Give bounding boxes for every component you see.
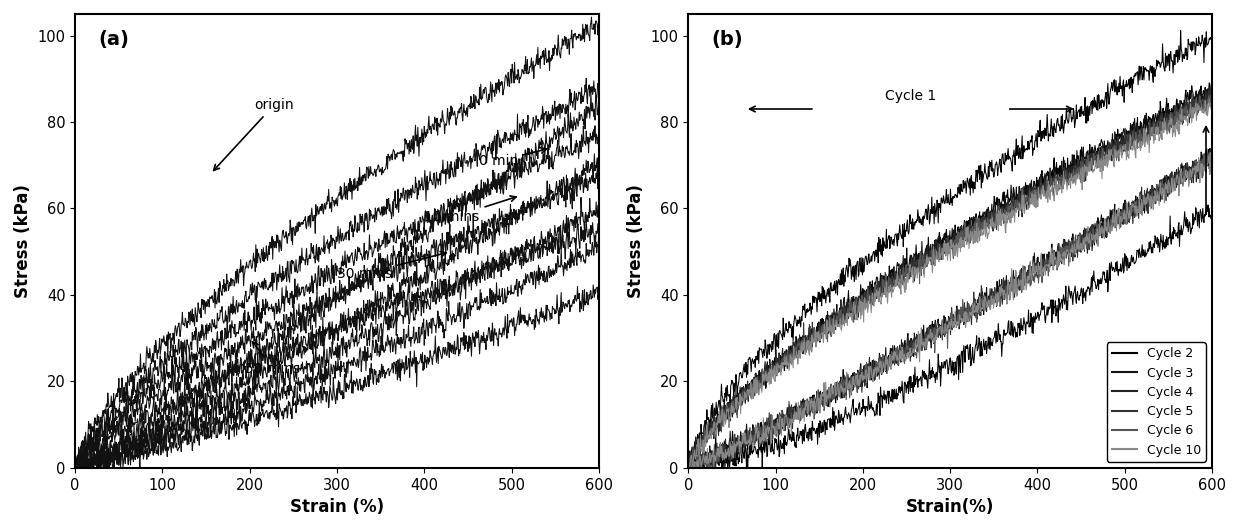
Text: 0 min: 0 min — [479, 148, 547, 168]
Text: 50 mins: 50 mins — [246, 342, 300, 376]
Y-axis label: Stress (kPa): Stress (kPa) — [627, 184, 645, 298]
X-axis label: Strain(%): Strain(%) — [906, 498, 994, 516]
Text: (a): (a) — [99, 30, 130, 49]
Y-axis label: Stress (kPa): Stress (kPa) — [14, 184, 32, 298]
Text: 10 mins: 10 mins — [424, 196, 516, 224]
Text: 30 mins: 30 mins — [337, 252, 446, 280]
Legend: Cycle 2, Cycle 3, Cycle 4, Cycle 5, Cycle 6, Cycle 10: Cycle 2, Cycle 3, Cycle 4, Cycle 5, Cycl… — [1106, 342, 1205, 462]
Text: (b): (b) — [712, 30, 744, 49]
X-axis label: Strain (%): Strain (%) — [290, 498, 384, 516]
Text: origin: origin — [213, 98, 294, 171]
Text: Cycle 1: Cycle 1 — [885, 89, 936, 102]
